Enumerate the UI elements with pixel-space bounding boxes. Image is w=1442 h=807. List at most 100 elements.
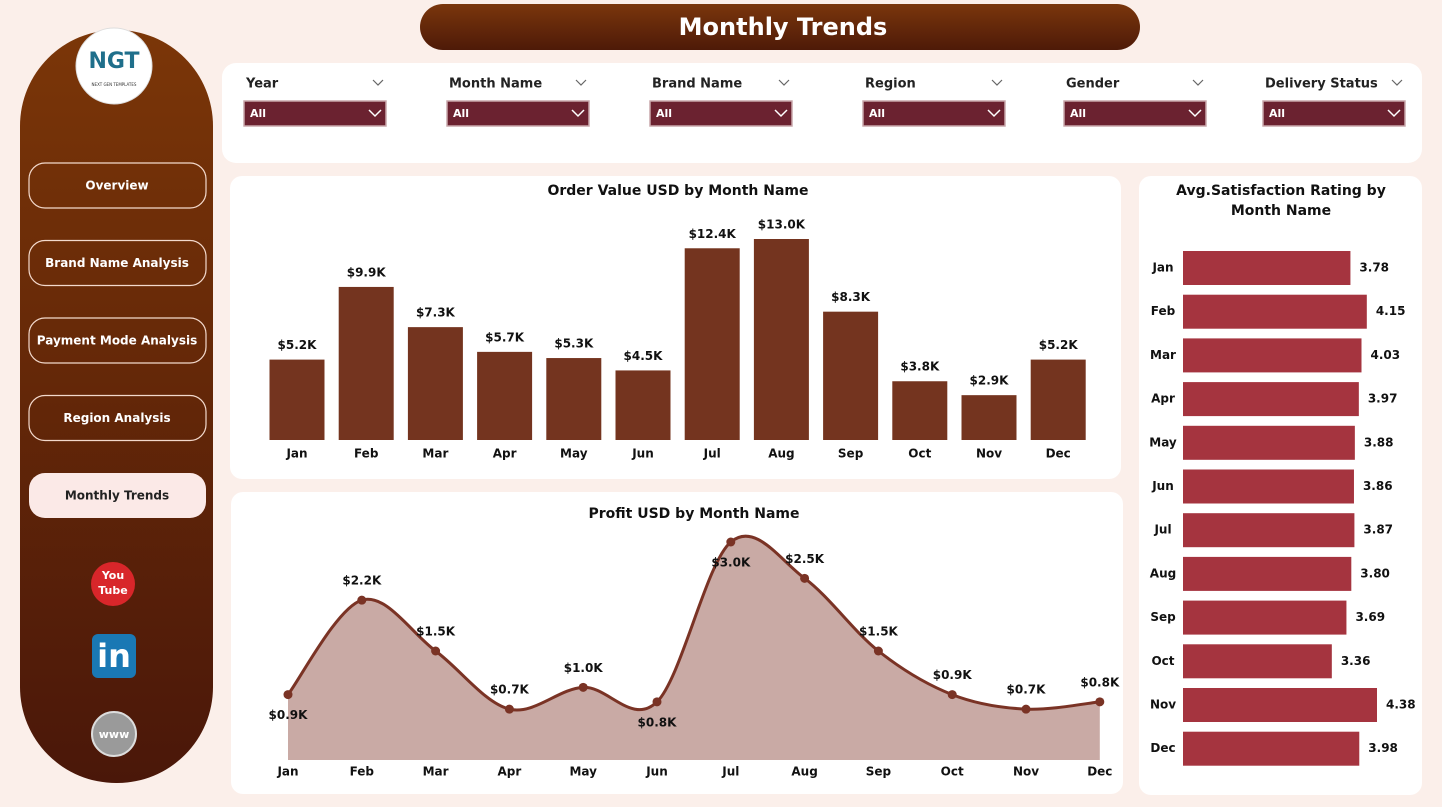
data-label: $2.5K <box>785 552 825 566</box>
data-label: $3.0K <box>711 556 751 570</box>
y-tick-label: Aug <box>1150 566 1176 580</box>
logo-text: NGT <box>88 49 139 74</box>
bar <box>615 370 671 440</box>
nav-button[interactable] <box>29 473 206 518</box>
youtube-icon[interactable] <box>91 562 135 606</box>
data-label: $9.9K <box>347 265 387 279</box>
x-tick-label: Nov <box>976 447 1002 461</box>
nav-button[interactable] <box>28 317 207 364</box>
chevron <box>1387 109 1401 118</box>
data-label: $8.3K <box>831 290 871 304</box>
data-label: $0.9K <box>269 708 309 722</box>
bar <box>1183 513 1355 548</box>
x-tick-label: Sep <box>866 765 892 779</box>
dropdown[interactable] <box>243 100 387 127</box>
data-label: 3.80 <box>1360 566 1390 580</box>
point <box>652 697 662 707</box>
dropdown[interactable] <box>1063 100 1207 127</box>
x-tick-label: Jun <box>631 447 654 461</box>
point <box>1095 697 1105 707</box>
nav-button[interactable] <box>28 239 207 287</box>
chevron <box>1192 79 1204 86</box>
nav-label: Region Analysis <box>63 411 170 425</box>
y-tick-label: Nov <box>1150 698 1176 712</box>
chevron <box>774 109 788 118</box>
y-tick-label: Mar <box>1150 348 1176 362</box>
chevron <box>575 79 587 86</box>
point <box>947 690 957 700</box>
data-label: $12.4K <box>689 227 737 241</box>
chart-title: Order Value USD by Month Name <box>547 183 808 199</box>
bar <box>1183 251 1351 285</box>
x-tick-label: Oct <box>908 447 931 461</box>
filter-panel <box>222 63 1422 163</box>
bar <box>823 311 879 440</box>
x-tick-label: Aug <box>768 447 794 461</box>
data-label: 3.98 <box>1368 741 1398 755</box>
data-label: $0.9K <box>933 668 973 682</box>
filter-label: Gender <box>1066 77 1120 92</box>
web-icon[interactable] <box>91 711 137 757</box>
chart-title: Profit USD by Month Name <box>589 506 800 522</box>
logo <box>75 27 153 105</box>
y-tick-label: Sep <box>1150 610 1176 624</box>
youtube-text: Tube <box>98 584 127 597</box>
dropdown-value: All <box>869 107 885 120</box>
bar <box>1183 382 1359 417</box>
y-tick-label: Dec <box>1150 741 1175 755</box>
bar <box>1183 338 1362 373</box>
dropdown-value: All <box>453 107 469 120</box>
point <box>578 682 588 692</box>
data-label: $4.5K <box>624 349 664 363</box>
dropdown[interactable] <box>446 100 590 127</box>
filter-label: Brand Name <box>652 77 742 92</box>
dropdown[interactable] <box>649 100 793 127</box>
dropdown-value: All <box>656 107 672 120</box>
filter-label: Delivery Status <box>1265 77 1378 92</box>
bar <box>1183 469 1354 504</box>
x-tick-label: Jan <box>285 447 307 461</box>
x-tick-label: Jul <box>703 447 721 461</box>
data-label: $1.5K <box>859 625 899 639</box>
chart-title: Avg.Satisfaction Rating by Month Name <box>1176 183 1386 219</box>
logo-subtitle: NEXT GEN TEMPLATES <box>92 82 137 87</box>
x-tick-label: Dec <box>1046 447 1071 461</box>
point <box>431 646 441 656</box>
nav-label: Monthly Trends <box>65 489 169 503</box>
page-title: Monthly Trends <box>679 13 888 41</box>
linkedin-text: in <box>97 637 131 675</box>
data-label: $3.8K <box>900 360 940 374</box>
filter-label: Region <box>865 77 916 92</box>
data-label: 3.86 <box>1363 479 1393 493</box>
point <box>283 690 293 700</box>
data-label: $1.0K <box>564 661 604 675</box>
nav-label: Overview <box>85 179 148 193</box>
point <box>800 573 810 583</box>
point <box>873 646 883 656</box>
data-label: $0.8K <box>1080 675 1120 689</box>
x-tick-label: Jan <box>276 765 298 779</box>
bar <box>546 358 602 440</box>
data-label: $2.9K <box>970 374 1010 388</box>
data-label: $5.7K <box>485 330 525 344</box>
nav-button[interactable] <box>28 162 207 209</box>
chevron <box>778 79 790 86</box>
dropdown[interactable] <box>1262 100 1406 127</box>
bar <box>1183 294 1367 329</box>
dropdown[interactable] <box>862 100 1006 127</box>
linkedin-icon[interactable] <box>92 634 136 678</box>
data-label: $2.2K <box>342 574 382 588</box>
x-tick-label: Sep <box>838 447 864 461</box>
chevron <box>1391 79 1403 86</box>
data-label: 3.78 <box>1359 261 1389 275</box>
x-tick-label: Apr <box>498 765 522 779</box>
nav-button[interactable] <box>28 394 207 442</box>
data-label: $5.2K <box>1039 338 1079 352</box>
bar <box>1183 600 1347 635</box>
x-tick-label: May <box>569 765 597 779</box>
data-label: $5.2K <box>278 338 318 352</box>
bar <box>1183 731 1360 766</box>
bar <box>684 248 740 440</box>
